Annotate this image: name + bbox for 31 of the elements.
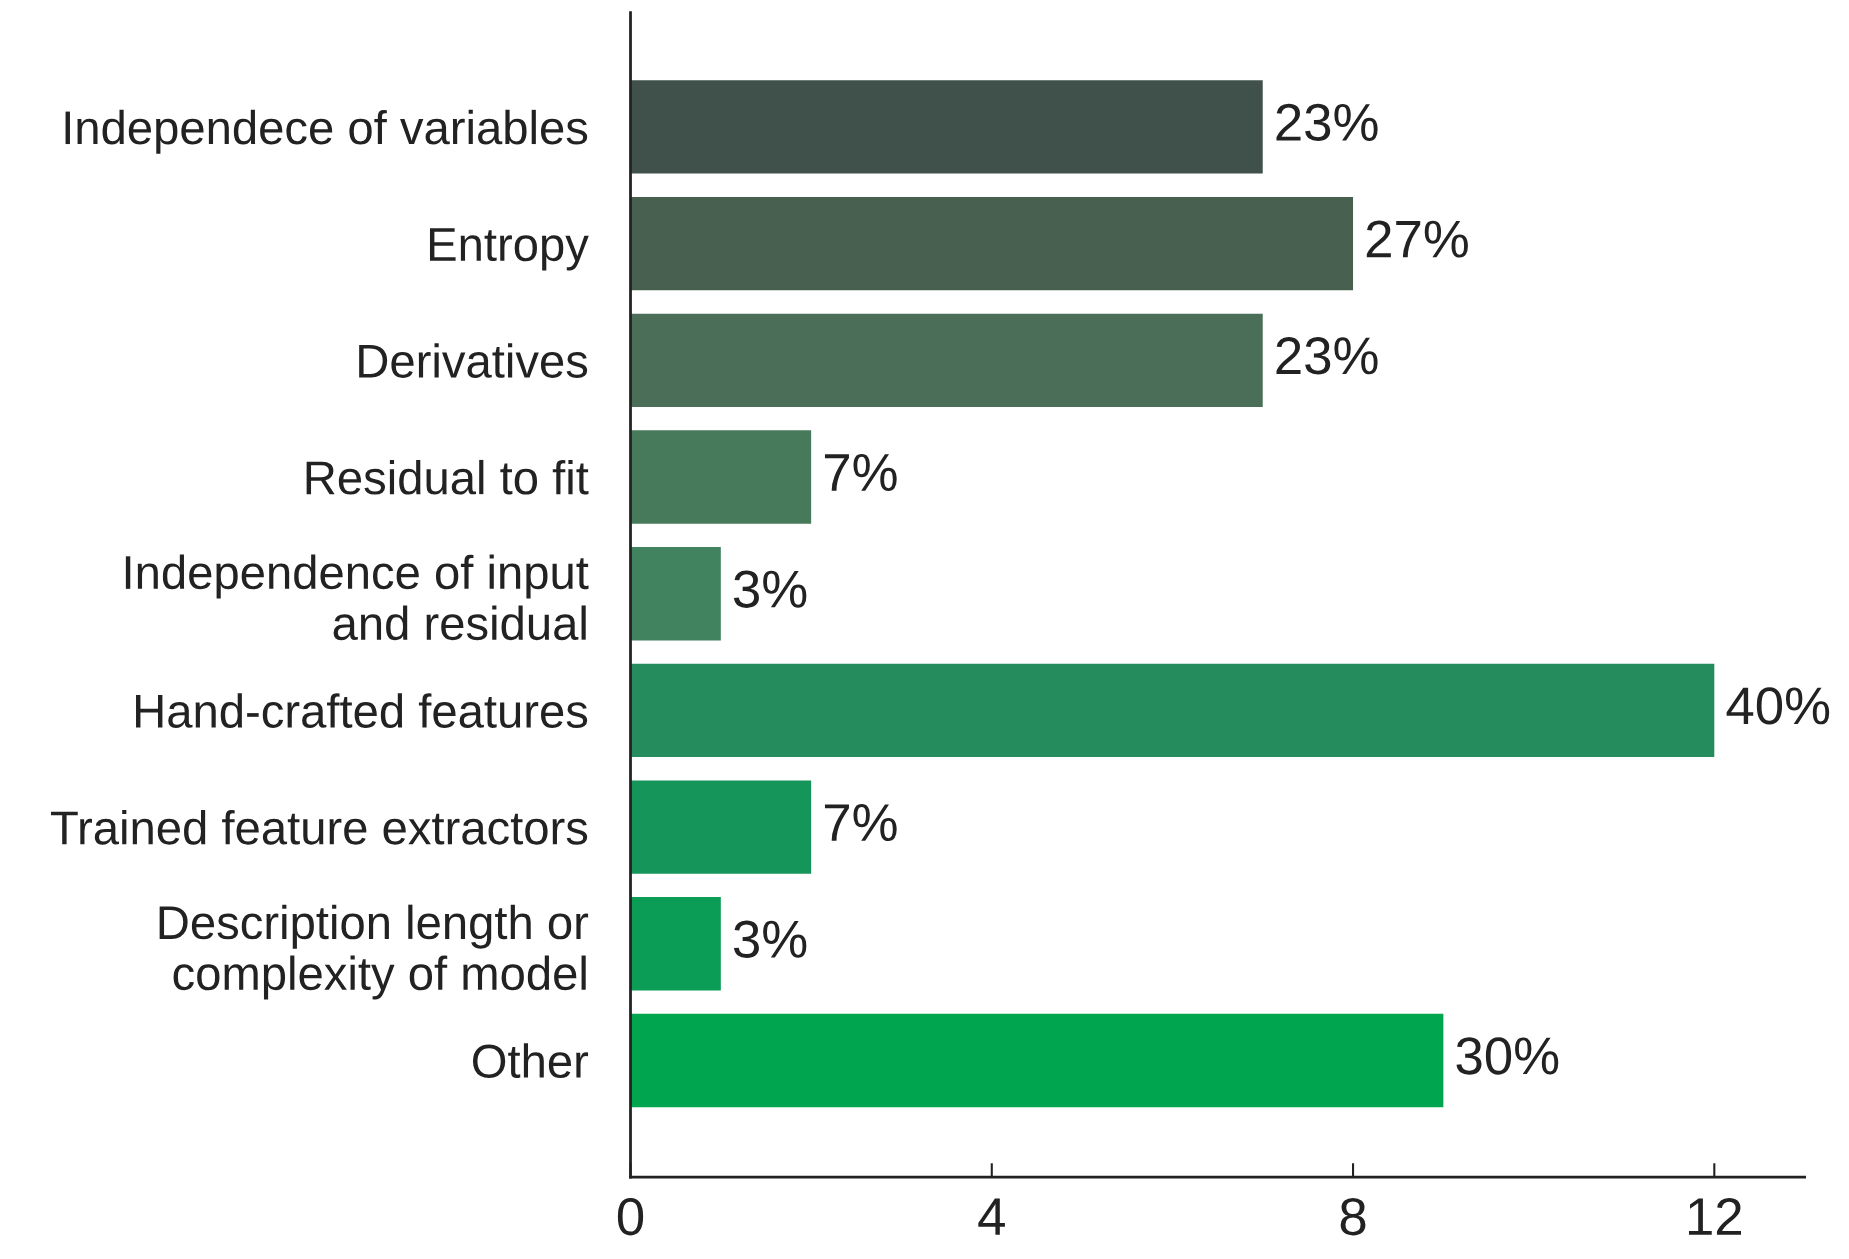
y-tick-label: Independence of input and residual [125,554,589,641]
y-tick-label: Hand-crafted features [136,693,588,728]
annotation: 40% [1726,687,1830,725]
annotation: 7% [824,804,897,842]
bar [630,1013,1444,1108]
bar [630,80,1263,174]
x-tick-label: 4 [978,1198,1005,1235]
annotation: 3% [733,920,807,958]
annotation: 27% [1366,220,1468,258]
y-tick-label: Entropy [429,228,589,271]
y-tick-label: Other [472,1043,589,1079]
bar [630,780,812,874]
y-tick-label: Description length or complexity of model [159,904,589,1000]
x-tick-label: 0 [617,1198,644,1236]
y-tick-label: Trained feature extractors [51,809,588,845]
annotation: 23% [1276,337,1378,375]
y-tick-label: Residual to fit [306,459,589,495]
bar [630,313,1263,408]
bar [630,663,1715,758]
bar [630,430,812,524]
bar [630,196,1354,291]
y-tick-label: Independece of variables [65,109,588,154]
bar [630,547,721,641]
annotation: 3% [733,570,807,608]
x-tick-label: 8 [1340,1198,1366,1236]
annotation: 23% [1276,103,1378,142]
bar [630,897,721,991]
x-tick-label: 12 [1688,1198,1742,1235]
annotation: 30% [1456,1037,1559,1075]
annotation: 7% [824,454,897,491]
y-tick-label: Derivatives [359,343,588,378]
